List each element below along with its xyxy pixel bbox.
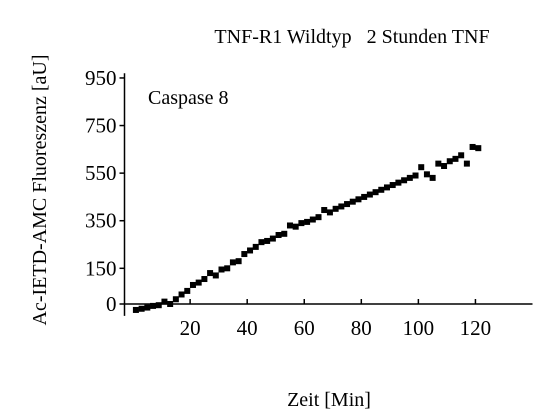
point (144, 304, 151, 311)
point (441, 162, 448, 169)
point (366, 191, 373, 198)
point (247, 247, 254, 254)
point (264, 237, 271, 244)
point (344, 201, 351, 208)
point (332, 205, 339, 212)
point (463, 160, 470, 167)
point (138, 305, 145, 312)
point (286, 222, 293, 229)
point (401, 177, 408, 184)
point (406, 174, 413, 181)
point (435, 160, 442, 167)
x-tick-label: 20 (180, 316, 201, 340)
y-tick-label: 750 (85, 114, 117, 138)
point (172, 296, 179, 303)
point (235, 258, 242, 265)
point (389, 182, 396, 189)
point (326, 209, 333, 216)
point (372, 189, 379, 196)
point (150, 302, 157, 309)
y-tick-label: 550 (85, 161, 117, 185)
point (258, 239, 265, 246)
point (229, 259, 236, 266)
annotation: Caspase 8 (148, 87, 229, 109)
chart-title: TNF-R1 Wildtyp 2 Stunden TNF (214, 26, 489, 48)
point (475, 145, 482, 152)
point (469, 143, 476, 150)
x-tick-label: 120 (460, 316, 492, 340)
point (155, 302, 162, 309)
x-tick-label: 80 (351, 316, 372, 340)
point (321, 207, 328, 214)
point (269, 235, 276, 242)
point (452, 155, 459, 162)
y-axis-label: Ac-IETD-AMC Fluoreszenz [aU] (29, 54, 51, 325)
y-tick-label: 0 (106, 292, 117, 316)
point (355, 196, 362, 203)
point (298, 220, 305, 227)
point (184, 287, 191, 294)
point (132, 306, 139, 313)
point (338, 203, 345, 210)
point (446, 158, 453, 165)
point (395, 179, 402, 186)
point (292, 223, 299, 230)
point (195, 279, 202, 286)
point (349, 198, 356, 205)
point (167, 301, 174, 308)
x-tick-label: 40 (237, 316, 258, 340)
point (178, 291, 185, 298)
y-tick-label: 950 (85, 66, 117, 90)
point (281, 230, 288, 237)
point (361, 193, 368, 200)
point (423, 171, 430, 178)
point (218, 266, 225, 273)
point (304, 218, 311, 225)
point (241, 251, 248, 258)
y-tick-label: 150 (85, 256, 117, 280)
point (383, 184, 390, 191)
point (161, 298, 168, 305)
point (252, 243, 259, 250)
point (429, 174, 436, 181)
point (275, 232, 282, 238)
point (201, 276, 208, 283)
point (418, 164, 425, 171)
point (189, 281, 196, 288)
point (309, 216, 316, 223)
x-tick-label: 100 (403, 316, 435, 340)
y-tick-label: 350 (85, 209, 117, 233)
point (207, 270, 214, 277)
point (212, 272, 219, 279)
point (224, 265, 231, 272)
point (458, 152, 465, 159)
point (412, 172, 419, 179)
point (315, 214, 322, 221)
point (378, 186, 385, 193)
x-axis-label: Zeit [Min] (287, 389, 371, 411)
x-tick-label: 60 (294, 316, 315, 340)
